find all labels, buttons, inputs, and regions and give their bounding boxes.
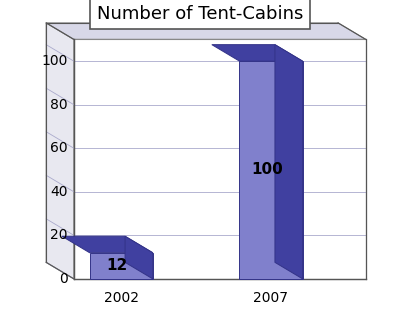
Polygon shape bbox=[212, 45, 302, 61]
Text: Number of Tent-Cabins: Number of Tent-Cabins bbox=[97, 5, 303, 23]
Polygon shape bbox=[125, 236, 153, 279]
Polygon shape bbox=[74, 39, 366, 279]
Text: 20: 20 bbox=[50, 228, 68, 242]
Text: 100: 100 bbox=[251, 162, 283, 177]
Polygon shape bbox=[46, 23, 74, 279]
Polygon shape bbox=[275, 45, 302, 279]
Text: 0: 0 bbox=[59, 272, 68, 286]
Text: 2007: 2007 bbox=[254, 291, 288, 305]
Polygon shape bbox=[46, 23, 366, 39]
Text: 100: 100 bbox=[42, 54, 68, 68]
Text: 12: 12 bbox=[106, 258, 128, 273]
Text: 80: 80 bbox=[50, 98, 68, 112]
Text: 60: 60 bbox=[50, 141, 68, 155]
Polygon shape bbox=[90, 253, 153, 279]
Polygon shape bbox=[240, 61, 302, 279]
Text: 40: 40 bbox=[50, 185, 68, 199]
Text: 2002: 2002 bbox=[104, 291, 139, 305]
Polygon shape bbox=[62, 236, 153, 253]
